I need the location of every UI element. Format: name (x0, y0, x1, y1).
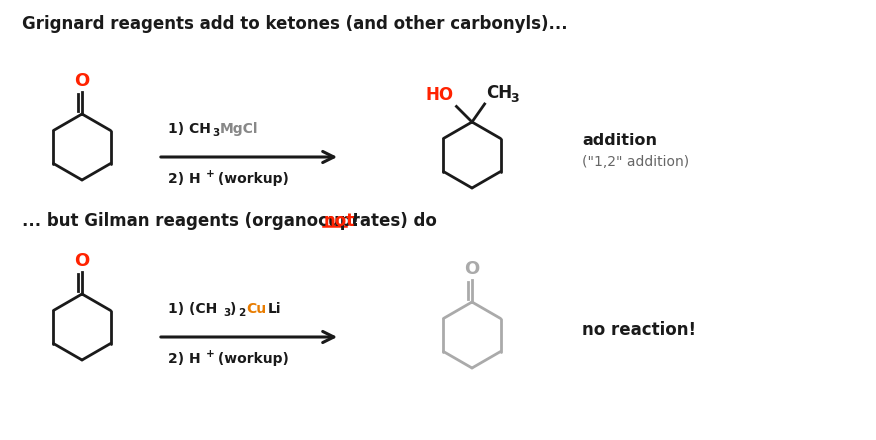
Text: Li: Li (268, 302, 281, 316)
Text: (workup): (workup) (213, 172, 289, 186)
Text: ("1,2" addition): ("1,2" addition) (582, 155, 689, 169)
Text: 2) H: 2) H (168, 172, 201, 186)
Text: no reaction!: no reaction! (582, 321, 696, 339)
Text: not: not (323, 212, 355, 230)
Text: 1) CH: 1) CH (168, 122, 211, 136)
Text: Cu: Cu (246, 302, 266, 316)
Text: ... but Gilman reagents (organocuprates) do: ... but Gilman reagents (organocuprates)… (22, 212, 442, 230)
Text: 1) (CH: 1) (CH (168, 302, 217, 316)
Text: 3: 3 (511, 92, 519, 105)
Text: 2: 2 (238, 308, 245, 318)
Text: 3: 3 (223, 308, 230, 318)
Text: +: + (206, 349, 215, 359)
Text: !: ! (346, 212, 359, 230)
Text: addition: addition (582, 132, 657, 147)
Text: O: O (74, 252, 89, 270)
Text: MgCl: MgCl (220, 122, 258, 136)
Text: ): ) (230, 302, 237, 316)
Text: +: + (206, 169, 215, 179)
Text: HO: HO (426, 86, 454, 104)
Text: CH: CH (487, 84, 512, 102)
Text: Grignard reagents add to ketones (and other carbonyls)...: Grignard reagents add to ketones (and ot… (22, 15, 568, 33)
Text: O: O (464, 260, 480, 278)
Text: 3: 3 (212, 128, 219, 138)
Text: (workup): (workup) (213, 352, 289, 366)
Text: O: O (74, 72, 89, 90)
Text: 2) H: 2) H (168, 352, 201, 366)
